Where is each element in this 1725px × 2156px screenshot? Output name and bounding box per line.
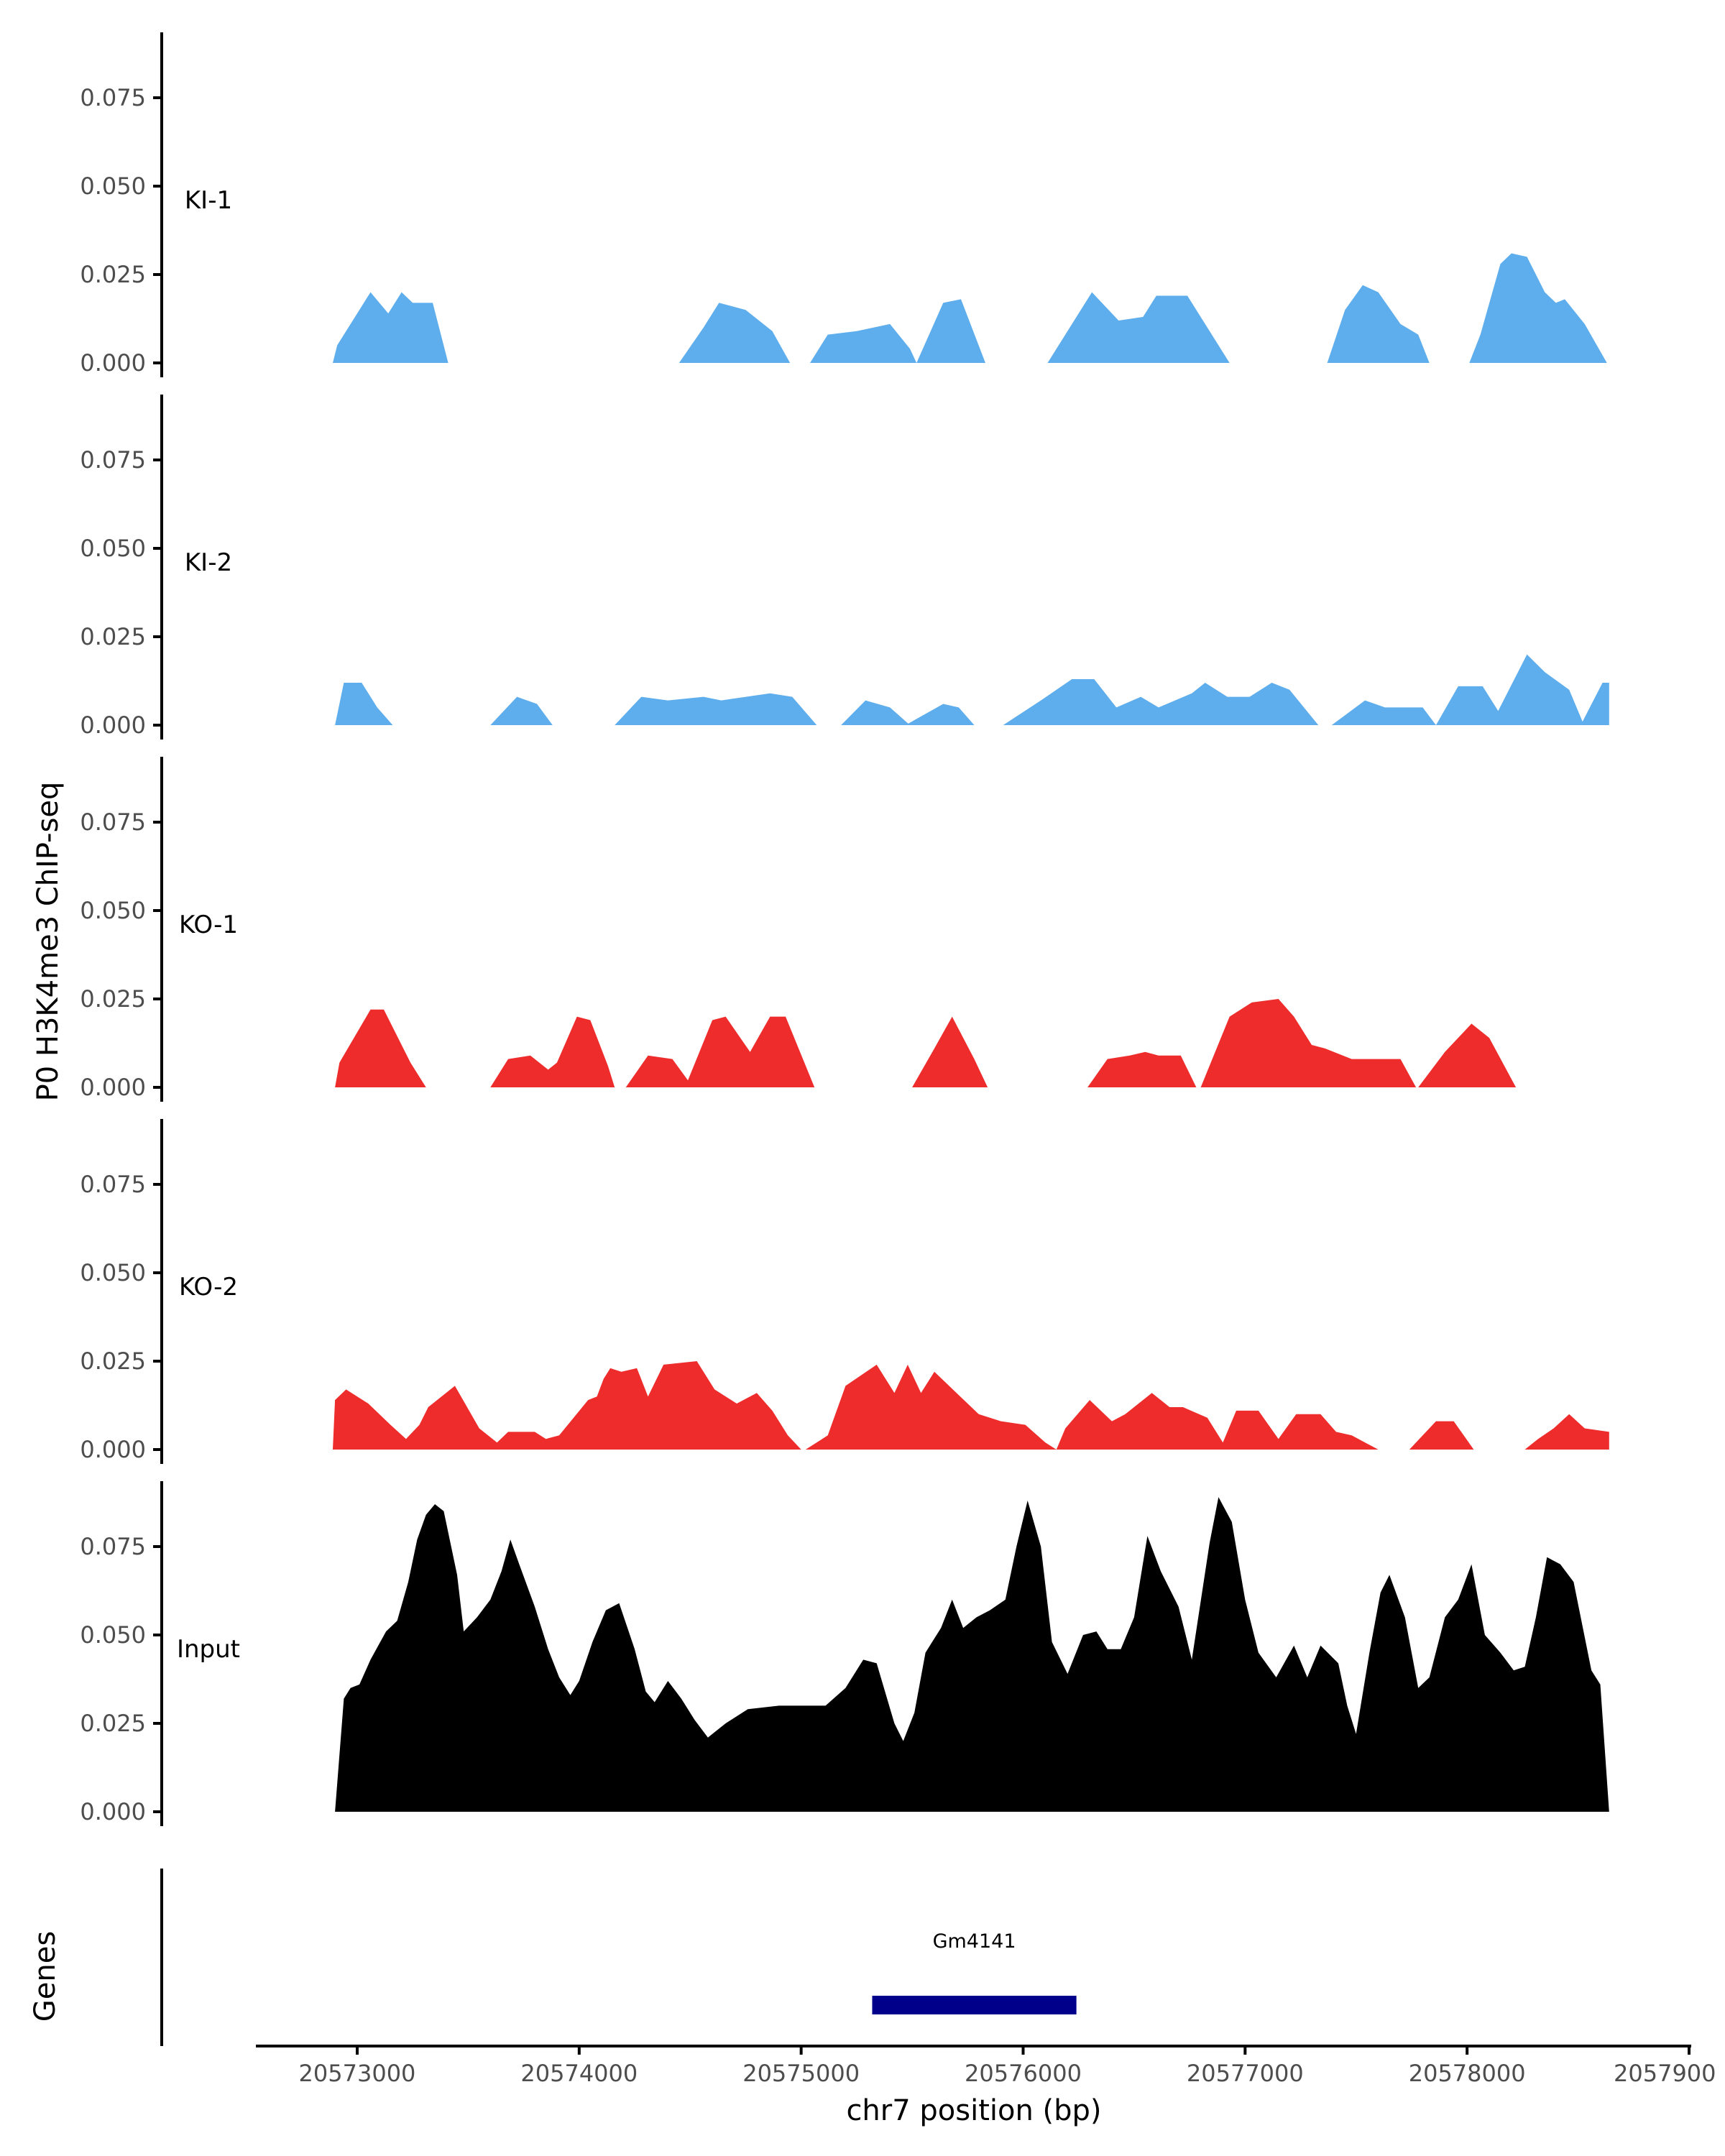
signal-area [625,1016,815,1087]
y-tick-label: 0.050 [80,897,146,924]
y-tick-label: 0.025 [80,1348,146,1375]
x-tick-label: 20575000 [742,2060,860,2087]
track-label: Input [177,1635,240,1664]
track-label: KO-1 [179,911,238,939]
gene-bar [872,1996,1077,2014]
track-ki-1: 0.000 0.025 0.050 0.075 KI-1 [80,32,1607,377]
y-tick-label: 0.050 [80,1259,146,1286]
signal-area [335,1497,1609,1812]
y-tick-label: 0.075 [80,446,146,474]
track-ko-2: 0.000 0.025 0.050 0.075 KO-2 [80,1119,1609,1464]
y-tick-label: 0.025 [80,985,146,1013]
track-label: KI-2 [185,548,232,577]
y-tick-label: 0.000 [80,1074,146,1101]
signal-area [916,299,985,363]
signal-area [1087,1051,1197,1087]
track-label: KO-2 [179,1273,238,1302]
signal-area [333,292,448,363]
signal-area [805,1364,1379,1450]
genes-panel: Gm4141 [160,1869,1077,2046]
y-tick-label: 0.050 [80,172,146,200]
y-tick-label: 0.075 [80,808,146,836]
signal-area [678,303,791,363]
signal-area [1047,292,1230,363]
x-axis-title: chr7 position (bp) [846,2094,1101,2127]
signal-area [1003,679,1436,725]
signal-area [615,693,817,725]
y-tick-label: 0.025 [80,261,146,288]
signal-area [335,1009,426,1087]
gene-gm4141: Gm4141 [872,1930,1077,2014]
signal-area [335,683,393,725]
signal-area [1524,1414,1609,1450]
signal-area [912,1016,988,1087]
y-tick-label: 0.000 [80,349,146,377]
signal-area [490,696,553,725]
y-tick-label: 0.075 [80,1533,146,1560]
y-tick-label: 0.025 [80,623,146,650]
x-axis: 20573000 20574000 20575000 20576000 20577000… [256,2045,1716,2087]
y-tick-label: 0.050 [80,1621,146,1649]
x-tick-label: 2057900 [1614,2060,1716,2087]
x-tick-label: 20578000 [1409,2060,1526,2087]
track-label: KI-1 [185,186,232,215]
y-tick-label: 0.050 [80,535,146,562]
signal-area [1409,1421,1474,1450]
signal-area [1418,1023,1517,1087]
track-input: 0.000 0.025 0.050 0.075 Input [80,1481,1609,1826]
gene-label: Gm4141 [933,1930,1016,1953]
y-axis-title: P0 H3K4me3 ChIP-seq [32,782,65,1102]
signal-area [1469,253,1607,363]
signal-area [490,1016,615,1087]
y-tick-label: 0.075 [80,1171,146,1198]
tracks-layer: 0.0000.0250.0500.075KI-10.0000.0250.0500… [80,32,1609,1826]
y-tick-label: 0.000 [80,1798,146,1825]
signal-area [1327,285,1430,363]
genes-panel-label: Genes [29,1931,62,2022]
y-tick-label: 0.075 [80,84,146,111]
signal-area [1200,999,1417,1087]
signal-area [841,700,910,725]
y-tick-label: 0.025 [80,1710,146,1737]
y-tick-label: 0.000 [80,711,146,739]
track-ki-2: 0.000 0.025 0.050 0.075 KI-2 [80,395,1609,740]
x-tick-label: 20577000 [1187,2060,1304,2087]
x-tick-label: 20574000 [520,2060,638,2087]
signal-area [1435,654,1609,725]
signal-area [333,1361,801,1450]
x-tick-label: 20576000 [965,2060,1082,2087]
signal-area [810,323,917,363]
x-tick-label: 20573000 [299,2060,416,2087]
y-tick-label: 0.000 [80,1436,146,1463]
signal-area [905,704,975,725]
track-ko-1: 0.000 0.025 0.050 0.075 KO-1 [80,757,1517,1102]
